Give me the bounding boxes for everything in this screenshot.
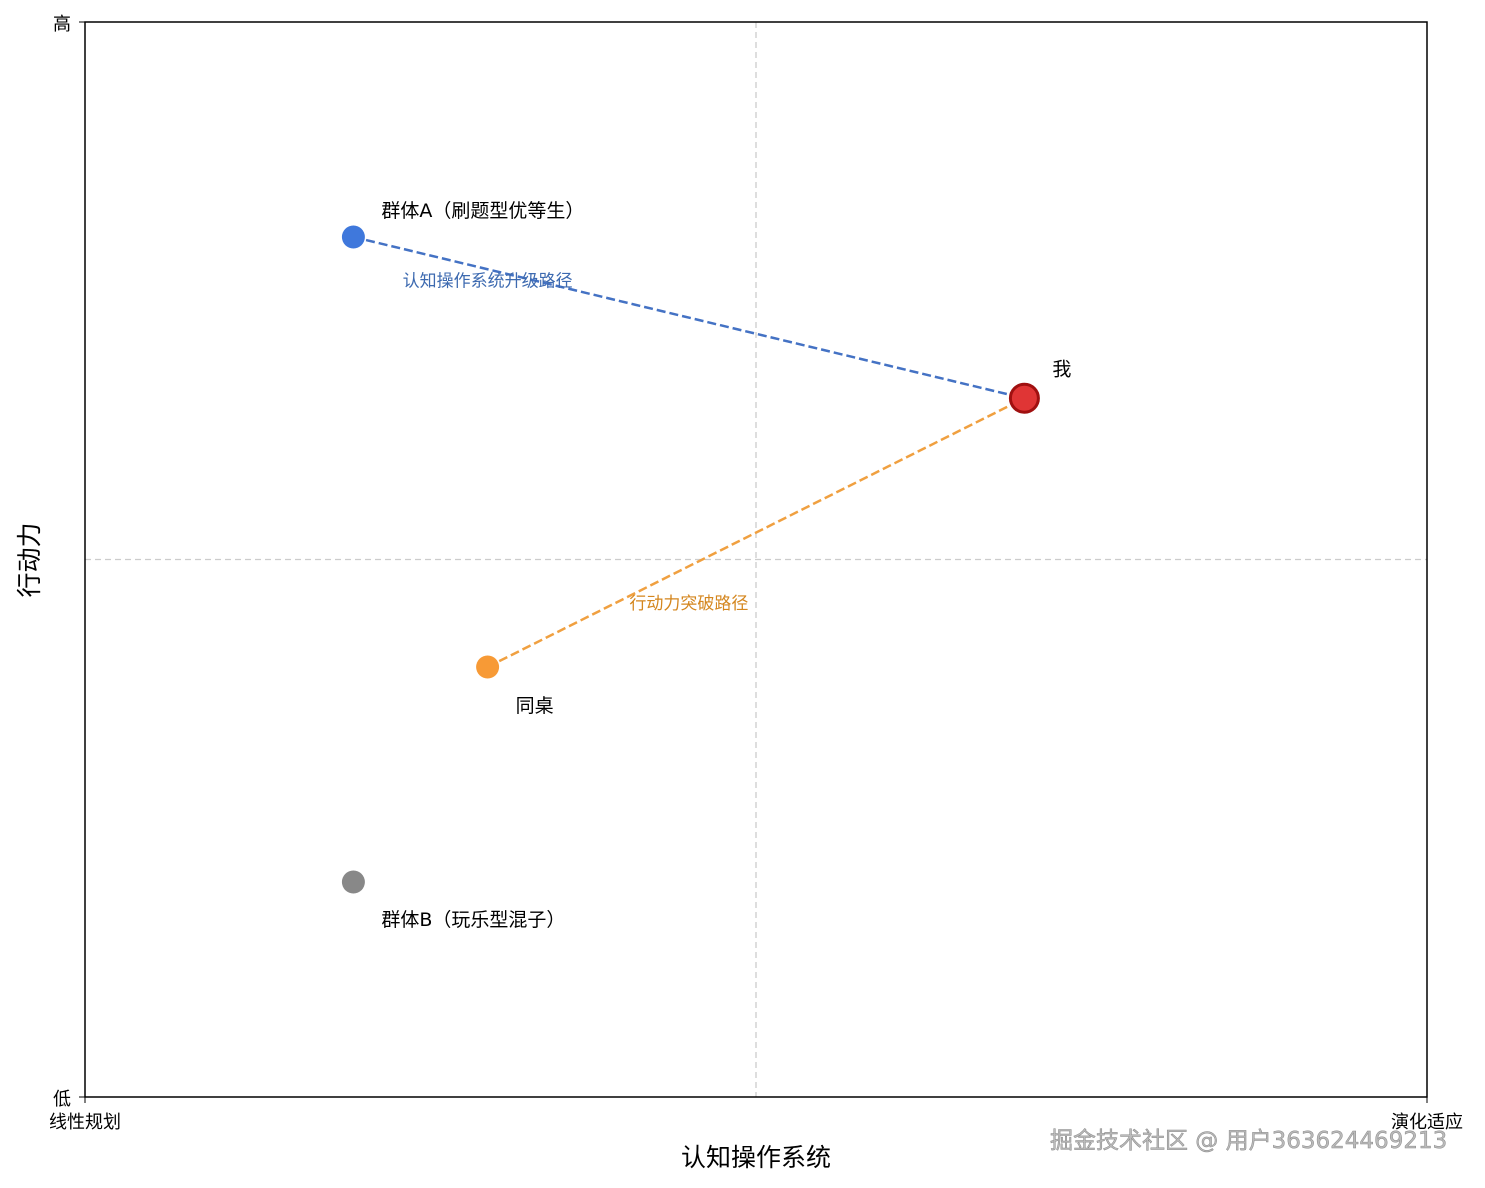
- point-label: 群体B（玩乐型混子）: [381, 909, 565, 931]
- y-tick-label: 高: [53, 14, 71, 35]
- x-tick-label: 线性规划: [49, 1112, 121, 1133]
- path-label: 行动力突破路径: [629, 594, 748, 614]
- data-point: [341, 870, 365, 894]
- point-label: 我: [1052, 358, 1071, 380]
- data-point: [1008, 382, 1040, 414]
- path-label: 认知操作系统升级路径: [403, 272, 573, 292]
- point-label: 同桌: [516, 695, 554, 717]
- x-tick-label: 演化适应: [1391, 1112, 1463, 1133]
- y-axis-label: 行动力: [15, 522, 44, 597]
- data-point: [476, 655, 500, 679]
- path-line: [353, 235, 1025, 400]
- data-point: [341, 225, 365, 249]
- point-label: 群体A（刷题型优等生）: [381, 200, 584, 222]
- path-line: [487, 397, 1025, 669]
- y-tick-label: 低: [53, 1089, 71, 1110]
- watermark: 掘金技术社区 @ 用户363624469213: [1050, 1128, 1447, 1154]
- x-axis-label: 认知操作系统: [681, 1143, 831, 1172]
- plot-frame: [84, 21, 1428, 1098]
